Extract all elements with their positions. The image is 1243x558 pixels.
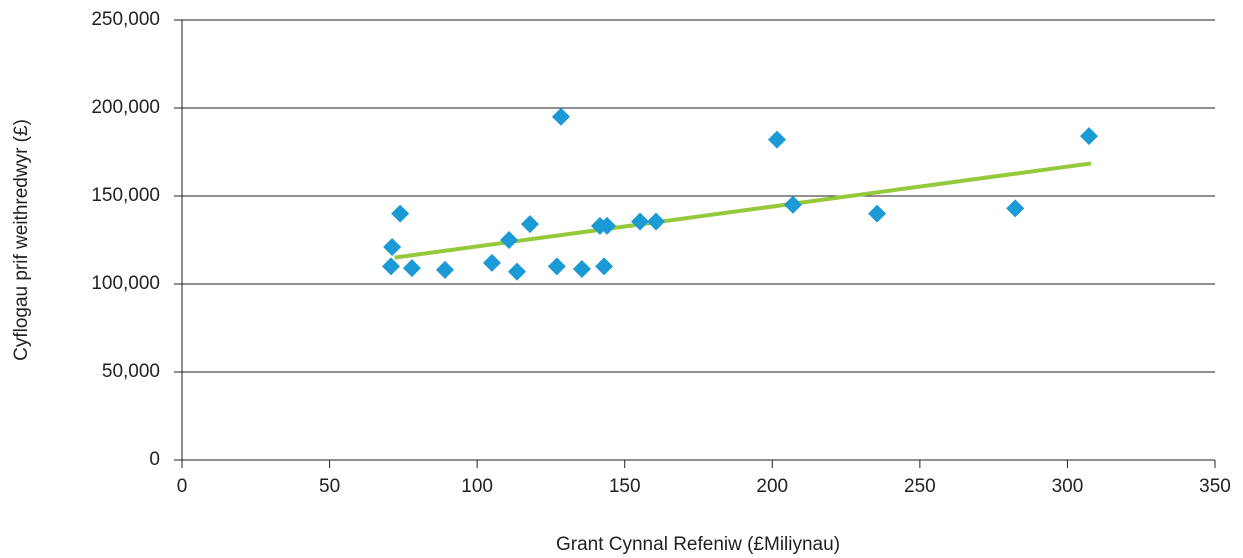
x-tick-label: 200 (756, 476, 788, 497)
point (435, 260, 454, 279)
point (631, 212, 650, 231)
point (402, 259, 421, 278)
x-tick-label: 350 (1199, 476, 1231, 497)
point (598, 216, 617, 235)
x-tick-label: 0 (177, 476, 188, 497)
point (551, 107, 570, 126)
point (572, 260, 591, 279)
y-tick-label: 0 (149, 449, 160, 470)
point (482, 253, 501, 272)
point (507, 262, 526, 281)
x-axis-label: Grant Cynnal Refeniw (£Miliynau) (556, 534, 840, 555)
point (1006, 199, 1025, 218)
point (500, 231, 519, 249)
point (547, 257, 566, 276)
point (381, 257, 400, 276)
point (646, 212, 665, 231)
point (383, 238, 402, 257)
y-tick-label: 50,000 (102, 361, 160, 382)
x-tick-label: 150 (609, 476, 641, 497)
point (595, 257, 614, 276)
point (391, 204, 410, 223)
point (783, 195, 802, 214)
y-tick-label: 100,000 (91, 273, 160, 294)
point (520, 215, 539, 234)
point (768, 130, 787, 149)
y-axis-label: Cyflogau prif weithredwyr (£) (11, 119, 32, 361)
point (868, 204, 887, 223)
point (1079, 127, 1098, 146)
x-tick-label: 100 (461, 476, 493, 497)
x-tick-label: 50 (319, 476, 340, 497)
y-tick-label: 250,000 (91, 9, 160, 30)
x-tick-label: 300 (1052, 476, 1084, 497)
y-tick-label: 200,000 (91, 97, 160, 118)
x-tick-label: 250 (904, 476, 936, 497)
trendline (394, 161, 1092, 260)
y-tick-label: 150,000 (91, 185, 160, 206)
